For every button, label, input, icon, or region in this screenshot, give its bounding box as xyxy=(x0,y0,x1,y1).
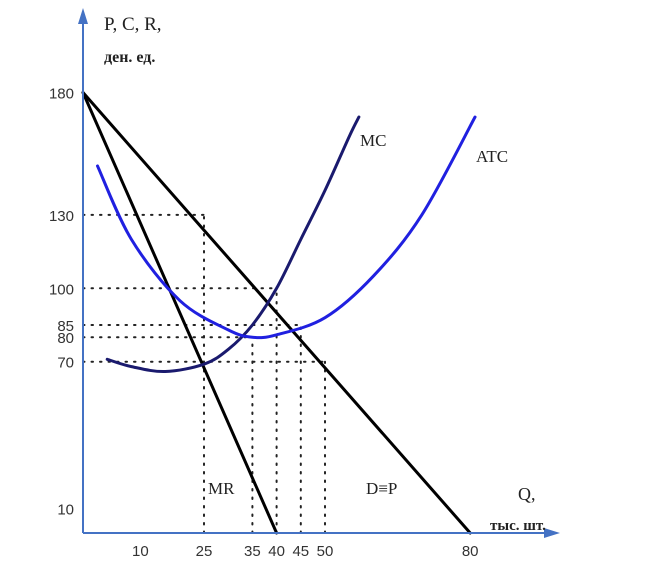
x-axis-label-line1: Q, xyxy=(518,484,536,504)
x-axis-arrow-icon xyxy=(544,528,560,538)
x-tick-label: 45 xyxy=(292,543,309,560)
mr-label: MR xyxy=(208,479,235,498)
y-axis-label-line2: ден. ед. xyxy=(104,49,155,66)
mc-curve xyxy=(105,115,361,373)
atc-label: ATC xyxy=(476,147,508,166)
x-tick-label: 25 xyxy=(196,543,213,560)
y-tick-label: 180 xyxy=(49,86,74,103)
demand-label: D≡P xyxy=(366,479,397,498)
atc-curve xyxy=(96,115,477,340)
x-tick-label: 40 xyxy=(268,543,285,560)
x-tick-label: 80 xyxy=(462,543,479,560)
x-axis-label-line2: тыс. шт. xyxy=(490,518,546,534)
y-axis-label-line1: P, C, R, xyxy=(104,14,162,35)
x-tick-label: 10 xyxy=(132,543,149,560)
y-tick-label: 100 xyxy=(49,281,74,298)
demand-line xyxy=(81,91,472,535)
y-tick-label: 70 xyxy=(57,355,74,372)
y-tick-label: 80 xyxy=(57,330,74,347)
y-tick-label: 130 xyxy=(49,208,74,225)
mr-line xyxy=(81,91,279,535)
y-tick-label: 85 xyxy=(57,318,74,335)
y-axis-arrow-icon xyxy=(78,8,88,24)
x-tick-label: 35 xyxy=(244,543,261,560)
x-tick-label: 50 xyxy=(317,543,334,560)
y-tick-label: 10 xyxy=(57,502,74,519)
mc-label: MC xyxy=(360,131,386,150)
